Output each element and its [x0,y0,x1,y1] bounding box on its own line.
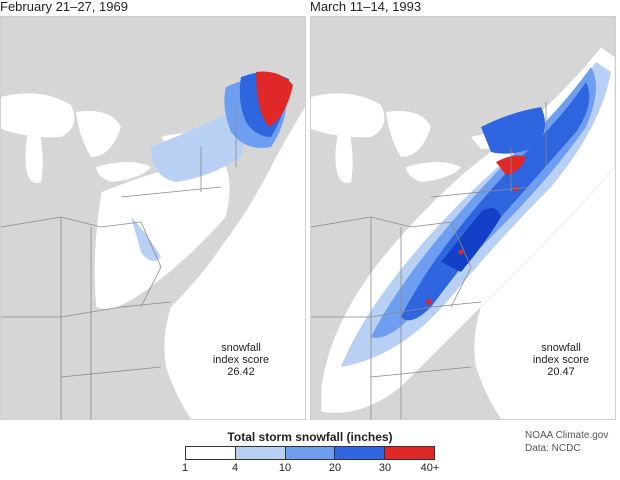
snow-4-10-region [151,107,246,182]
lake-superior-shape [1,93,75,138]
legend-tick-40plus: 40+ [420,462,440,474]
legend-swatch-4-10 [235,447,286,459]
legend-color-bar [185,446,435,460]
credit-line-1: NOAA Climate.gov [525,430,609,441]
atlantic-ocean-shape [164,107,305,419]
score-value-1993: 20.47 [547,366,575,378]
legend-tick-4: 4 [231,462,239,474]
lake-michigan-shape [25,112,43,183]
snow-40plus-spot-c [513,186,519,192]
legend-swatch-20-30 [335,447,386,459]
snow-30-40-region [441,208,501,272]
lake-erie-shape [406,162,461,182]
panel-title-1969: February 21–27, 1969 [0,0,128,14]
lake-huron-shape [76,111,121,157]
state-borders [1,102,237,419]
map-graphic-1969 [1,17,305,419]
lake-huron-shape [386,111,431,157]
legend-swatch-1-4 [186,447,236,459]
lake-erie-shape [96,162,151,182]
legend-tick-1: 1 [181,462,189,474]
snow-40plus-region [256,71,293,127]
snowfall-map-1969: snowfall index score 26.42 [0,16,306,420]
credit-line-2: Data: NCDC [525,443,581,454]
snow-40plus-spot-b [458,249,464,255]
legend-tick-30: 30 [378,462,392,474]
legend-title: Total storm snowfall (inches) [227,430,393,444]
snow-40plus-spot-a [426,299,432,305]
score-value-1969: 26.42 [227,366,255,378]
state-borders [311,102,547,419]
lake-michigan-shape [335,112,353,183]
legend-tick-20: 20 [328,462,342,474]
snow-20-30-region-b [481,107,545,154]
snowfall-map-1993: snowfall index score 20.47 [310,16,616,420]
legend-swatch-30-40 [385,447,434,459]
score-label-1969: snowfall index score [212,342,270,366]
legend-tick-10: 10 [278,462,292,474]
score-label-1993: snowfall index score [532,342,590,366]
map-panel-1993: March 11–14, 1993 [310,0,616,420]
snowfall-index-score-1993: snowfall index score 20.47 [526,342,596,378]
map-panel-1969: February 21–27, 1969 [0,0,306,420]
panel-title-1993: March 11–14, 1993 [310,0,422,14]
snowfall-index-score-1969: snowfall index score 26.42 [206,342,276,378]
map-graphic-1993 [311,17,615,419]
legend-swatch-10-20 [285,447,336,459]
lake-superior-shape [311,93,385,138]
